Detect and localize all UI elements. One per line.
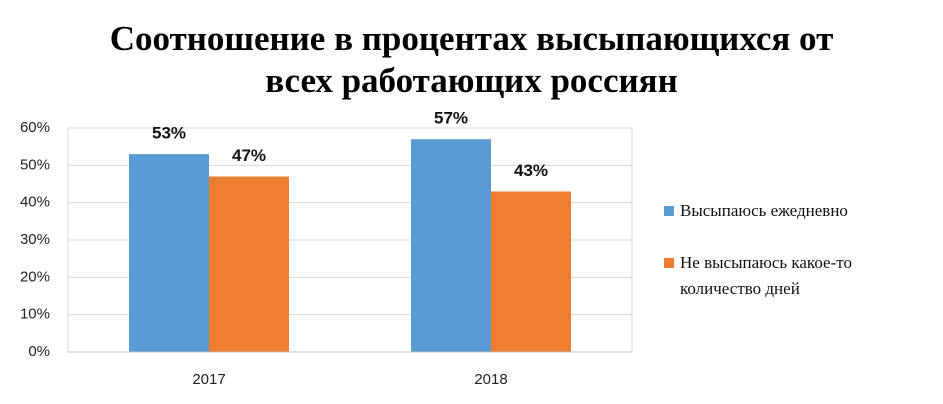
x-tick-label: 2017 — [192, 371, 225, 388]
legend-item: Не высыпаюсь какое-то количество дней — [664, 250, 934, 302]
bar — [491, 191, 571, 352]
legend-item: Высыпаюсь ежедневно — [664, 198, 934, 224]
legend-label: Высыпаюсь ежедневно — [680, 201, 848, 220]
bar — [129, 154, 209, 352]
data-label: 43% — [514, 161, 548, 180]
chart-title: Соотношение в процентах высыпающихся от … — [109, 19, 834, 100]
legend-swatch — [664, 258, 674, 268]
y-tick-label: 20% — [20, 268, 50, 285]
y-tick-label: 0% — [28, 343, 50, 360]
data-label: 47% — [232, 146, 266, 165]
y-tick-label: 60% — [20, 119, 50, 136]
y-tick-label: 10% — [20, 306, 50, 323]
bar — [411, 139, 491, 352]
y-tick-label: 30% — [20, 231, 50, 248]
data-label: 57% — [434, 109, 468, 128]
y-tick-label: 50% — [20, 156, 50, 173]
legend-swatch — [664, 206, 674, 216]
legend-label: Не высыпаюсь какое-то количество дней — [680, 253, 852, 298]
title-box: Соотношение в процентах высыпающихся от … — [0, 18, 943, 102]
y-tick-label: 40% — [20, 194, 50, 211]
data-label: 53% — [152, 124, 186, 143]
x-tick-label: 2018 — [474, 371, 507, 388]
legend: Высыпаюсь ежедневно Не высыпаюсь какое-то… — [664, 198, 934, 328]
bar — [209, 176, 289, 352]
